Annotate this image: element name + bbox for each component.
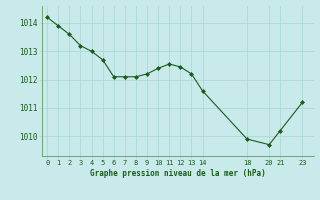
- X-axis label: Graphe pression niveau de la mer (hPa): Graphe pression niveau de la mer (hPa): [90, 169, 266, 178]
